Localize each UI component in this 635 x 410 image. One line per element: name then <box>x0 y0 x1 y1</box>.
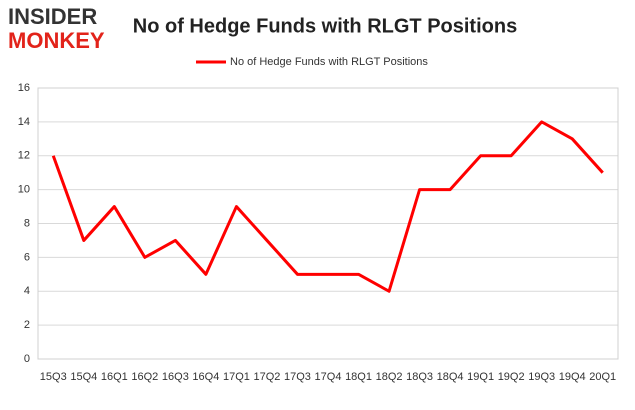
y-tick-label: 0 <box>24 353 30 365</box>
y-tick-label: 2 <box>24 319 30 331</box>
x-tick-label: 18Q1 <box>345 371 372 383</box>
x-tick-label: 16Q1 <box>101 371 128 383</box>
x-tick-label: 18Q2 <box>376 371 403 383</box>
y-tick-label: 4 <box>24 285 30 297</box>
x-tick-label: 19Q2 <box>498 371 525 383</box>
y-tick-label: 10 <box>18 184 30 196</box>
x-tick-label: 17Q3 <box>284 371 311 383</box>
x-tick-label: 19Q4 <box>559 371 586 383</box>
logo-top: INSIDER <box>8 4 97 29</box>
x-tick-label: 16Q2 <box>131 371 158 383</box>
x-tick-label: 19Q3 <box>528 371 555 383</box>
x-tick-label: 16Q4 <box>192 371 219 383</box>
plot-border <box>37 87 619 360</box>
y-tick-label: 14 <box>18 116 30 128</box>
y-tick-label: 6 <box>24 251 30 263</box>
y-tick-label: 8 <box>24 217 30 229</box>
legend-label: No of Hedge Funds with RLGT Positions <box>230 56 428 68</box>
y-tick-label: 12 <box>18 150 30 162</box>
x-tick-label: 15Q4 <box>70 371 97 383</box>
x-tick-label: 18Q4 <box>437 371 464 383</box>
logo-bottom: MONKEY <box>8 28 105 53</box>
x-tick-label: 17Q2 <box>253 371 280 383</box>
y-tick-label: 16 <box>18 82 30 94</box>
x-tick-label: 15Q3 <box>40 371 67 383</box>
x-tick-label: 17Q4 <box>315 371 342 383</box>
x-tick-label: 20Q1 <box>589 371 616 383</box>
x-tick-label: 19Q1 <box>467 371 494 383</box>
x-tick-label: 16Q3 <box>162 371 189 383</box>
x-tick-label: 17Q1 <box>223 371 250 383</box>
x-tick-label: 18Q3 <box>406 371 433 383</box>
chart-title: No of Hedge Funds with RLGT Positions <box>133 15 517 37</box>
line <box>51 120 604 293</box>
